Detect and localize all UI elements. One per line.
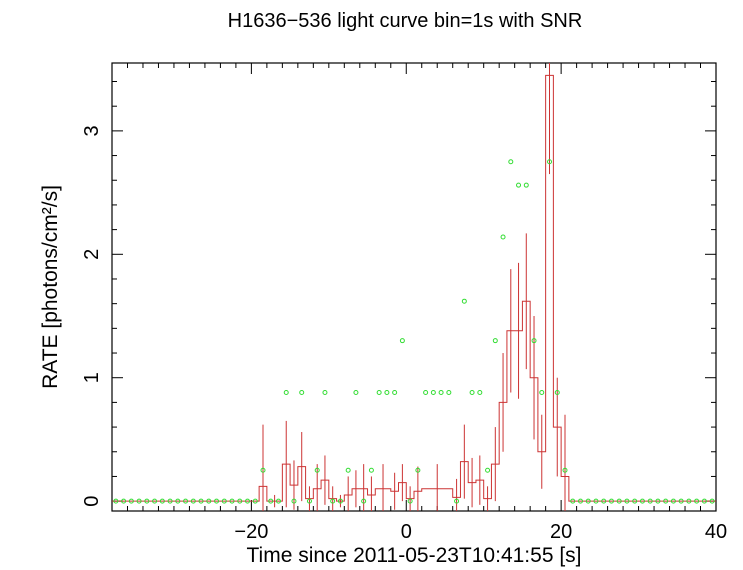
snr-points <box>113 159 715 504</box>
snr-point <box>159 498 165 504</box>
snr-point <box>701 498 707 504</box>
snr-point <box>585 498 591 504</box>
snr-point <box>632 498 638 504</box>
y-axis-label: RATE [photons/cm²/s] <box>39 185 62 389</box>
snr-point <box>345 467 351 473</box>
snr-point <box>570 498 576 504</box>
y-tick-label: 2 <box>81 249 103 260</box>
snr-point <box>275 498 281 504</box>
x-tick-label: 0 <box>401 521 412 543</box>
snr-point <box>214 498 220 504</box>
snr-point <box>252 498 258 504</box>
snr-point <box>229 498 235 504</box>
snr-point <box>353 390 359 396</box>
snr-point <box>152 498 158 504</box>
snr-point <box>190 498 196 504</box>
snr-point <box>516 182 522 188</box>
rate-step-series <box>112 74 716 502</box>
y-tick-label: 1 <box>81 372 103 383</box>
snr-point <box>492 338 498 344</box>
snr-point <box>314 467 320 473</box>
snr-point <box>539 390 545 396</box>
snr-point <box>531 338 537 344</box>
snr-point <box>384 390 390 396</box>
plot-frame <box>111 62 717 512</box>
rate-step-line <box>112 74 716 502</box>
snr-point <box>438 390 444 396</box>
snr-point <box>562 467 568 473</box>
x-axis-label: Time since 2011‑05‑23T10:41:55 [s] <box>246 544 581 567</box>
snr-point <box>306 498 312 504</box>
snr-point <box>454 498 460 504</box>
snr-point <box>206 498 212 504</box>
snr-point <box>268 498 274 504</box>
snr-point <box>430 390 436 396</box>
snr-point <box>686 498 692 504</box>
snr-point <box>655 498 661 504</box>
snr-point <box>198 498 204 504</box>
snr-point <box>376 390 382 396</box>
snr-point <box>221 498 227 504</box>
snr-point <box>330 498 336 504</box>
snr-point <box>337 498 343 504</box>
x-tick-label: −20 <box>234 521 268 543</box>
x-tick-label: 40 <box>705 521 727 543</box>
snr-point <box>368 467 374 473</box>
snr-point <box>291 498 297 504</box>
snr-point <box>113 498 119 504</box>
snr-point <box>136 498 142 504</box>
snr-point <box>407 498 413 504</box>
snr-point <box>399 338 405 344</box>
chart-title: H1636−536 light curve bin=1s with SNR <box>228 10 583 32</box>
snr-point <box>608 498 614 504</box>
snr-point <box>577 498 583 504</box>
snr-point <box>663 498 669 504</box>
snr-point <box>144 498 150 504</box>
snr-point <box>593 498 599 504</box>
snr-point <box>167 498 173 504</box>
snr-point <box>469 390 475 396</box>
snr-point <box>500 234 506 240</box>
snr-point <box>461 298 467 304</box>
snr-point <box>647 498 653 504</box>
snr-point <box>361 498 367 504</box>
snr-point <box>415 467 421 473</box>
y-tick-label: 0 <box>81 496 103 507</box>
snr-point <box>299 390 305 396</box>
snr-point <box>523 182 529 188</box>
snr-point <box>508 159 514 165</box>
rate-error-bars <box>262 63 566 511</box>
snr-point <box>283 390 289 396</box>
snr-point <box>670 498 676 504</box>
snr-point <box>175 498 181 504</box>
snr-point <box>639 498 645 504</box>
snr-point <box>554 390 560 396</box>
snr-point <box>128 498 134 504</box>
axis-tick-labels: −20 0 20 40 0 1 2 3 <box>81 125 727 543</box>
snr-point <box>616 498 622 504</box>
snr-point <box>121 498 127 504</box>
snr-point <box>322 390 328 396</box>
snr-point <box>547 159 553 165</box>
x-tick-label: 20 <box>550 521 572 543</box>
snr-point <box>694 498 700 504</box>
snr-point <box>245 498 251 504</box>
snr-point <box>709 498 715 504</box>
snr-point <box>624 498 630 504</box>
snr-point <box>446 390 452 396</box>
snr-point <box>237 498 243 504</box>
snr-point <box>477 390 483 396</box>
snr-point <box>485 467 491 473</box>
snr-point <box>678 498 684 504</box>
axis-ticks <box>111 63 717 511</box>
snr-point <box>601 498 607 504</box>
y-tick-label: 3 <box>81 125 103 136</box>
snr-point <box>423 390 429 396</box>
snr-point <box>260 467 266 473</box>
snr-point <box>183 498 189 504</box>
snr-point <box>392 390 398 396</box>
